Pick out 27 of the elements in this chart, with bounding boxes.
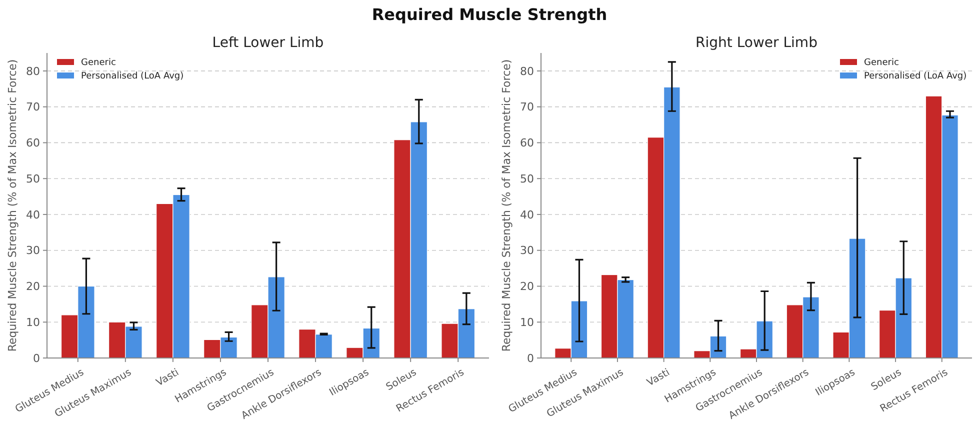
y-tick-label: 60 <box>520 136 534 150</box>
legend-label: Personalised (LoA Avg) <box>864 72 967 82</box>
y-tick-label: 70 <box>26 100 40 114</box>
y-tick-label: 40 <box>520 208 534 222</box>
text: Required Muscle Strength <box>372 5 608 24</box>
y-tick-label: 70 <box>520 100 534 114</box>
y-tick-label: 30 <box>520 244 534 258</box>
legend-label: Generic <box>864 58 899 68</box>
y-axis-title: Required Muscle Strength (% of Max Isometric Force) <box>500 59 513 352</box>
y-tick-label: 40 <box>26 208 40 222</box>
y-tick-label: 80 <box>520 64 534 78</box>
y-tick-label: 0 <box>527 352 534 365</box>
y-tick-label: 60 <box>26 136 40 150</box>
y-tick-label: 10 <box>520 316 534 329</box>
y-tick-label: 20 <box>26 280 40 294</box>
y-tick-label: 30 <box>26 244 40 258</box>
legend-label: Personalised (LoA Avg) <box>81 72 184 82</box>
y-tick-label: 0 <box>33 352 40 365</box>
y-tick-label: 50 <box>520 172 534 186</box>
y-axis-title: Required Muscle Strength (% of Max Isometric Force) <box>6 59 19 352</box>
y-tick-label: 10 <box>26 316 40 329</box>
legend-label: Generic <box>81 58 116 68</box>
chart-title: Right Lower Limb <box>696 35 818 51</box>
chart-title: Left Lower Limb <box>212 35 324 51</box>
y-tick-label: 50 <box>26 172 40 186</box>
y-tick-label: 20 <box>520 280 534 294</box>
y-tick-label: 80 <box>26 64 40 78</box>
